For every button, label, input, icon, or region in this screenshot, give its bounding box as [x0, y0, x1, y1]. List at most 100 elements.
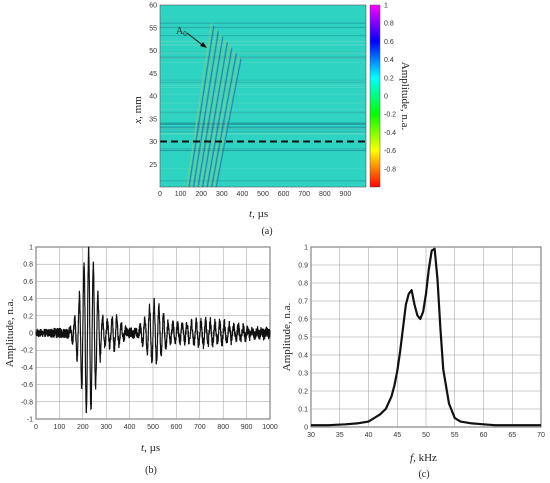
heatmap-row-stripe: [160, 168, 366, 169]
heatmap-row-stripe: [160, 180, 366, 182]
colorbar-tick-label: -0.4: [384, 130, 396, 137]
wavefront-stripe: [208, 50, 235, 188]
heatmap-row-stripe: [160, 123, 366, 125]
b-y-tick-label: 0.6: [23, 279, 33, 286]
wavefront-stripe: [213, 55, 240, 188]
a-y-tick-label: 40: [149, 94, 157, 101]
b-y-tick-label: 1: [29, 245, 33, 252]
wavefront-stripe: [201, 42, 229, 188]
colorbar-tick-labels: 1 0.8 0.6 0.4 0.2 0 -0.2 -0.4 -0.6 -0.8: [384, 3, 396, 174]
panel-c: 30 35 40 45 50 55 60 65 70 1 0.9 0.8 0.7 0.6 0.5 0.4 0.…: [281, 245, 545, 481]
a-x-tick-label: 600: [278, 191, 290, 198]
c-y-tick-label: 0.2: [298, 389, 308, 396]
a-x-tick-label: 100: [175, 191, 187, 198]
c-y-tick-label: 0.8: [298, 281, 308, 288]
heatmap-row-stripe: [160, 148, 366, 150]
c-grid: [310, 246, 542, 428]
caption-b: (b): [145, 465, 157, 476]
c-x-tick-label: 70: [537, 432, 545, 439]
c-y-tick-label: 1: [304, 245, 308, 252]
b-x-tick-label: 600: [171, 424, 183, 431]
b-x-tick-labels: 0 100 200 300 400 500 600 700 800 900 1000: [34, 424, 278, 431]
c-x-tick-label: 40: [365, 432, 373, 439]
a-y-tick-label: 30: [149, 139, 157, 146]
c-y-tick-label: 0.5: [298, 335, 308, 342]
c-y-tick-label: 0: [304, 425, 308, 432]
a-x-tick-label: 400: [237, 191, 249, 198]
colorbar-label: Amplitude, n.a.: [399, 62, 411, 131]
panel-b: 0 100 200 300 400 500 600 700 800 900 1000 1 0.8 0.6…: [4, 245, 278, 477]
a-x-tick-label: 900: [340, 191, 352, 198]
a-y-axis-label: x, mm: [132, 96, 144, 125]
wavefront-stripe: [204, 44, 231, 188]
a-y-tick-label: 50: [149, 48, 157, 55]
colorbar-tick-label: 0.8: [384, 21, 394, 28]
b-y-tick-label: -0.8: [21, 399, 33, 406]
wavefront-stripe: [197, 36, 224, 188]
c-x-tick-label: 60: [480, 432, 488, 439]
wavefront-stripe: [199, 39, 226, 188]
heatmap-row-stripe: [160, 62, 366, 63]
heatmap-frame: [159, 4, 367, 188]
b-x-axis-label: t, µs: [141, 442, 160, 454]
c-x-tick-label: 50: [422, 432, 430, 439]
heatmap-row-stripe: [160, 79, 366, 81]
caption-a: (a): [261, 226, 272, 237]
a-y-tick-label: 55: [149, 25, 157, 32]
c-x-tick-label: 55: [451, 432, 459, 439]
wavefront-stripe: [211, 53, 238, 188]
c-y-tick-label: 0.4: [298, 353, 308, 360]
a-x-tick-labels: 0 100 200 300 400 500 600 700 800 900: [158, 191, 351, 198]
heatmap-row-stripe: [160, 102, 366, 104]
heatmap-row-stripe: [160, 128, 366, 130]
b-y-tick-label: 0.8: [23, 262, 33, 269]
b-x-tick-label: 900: [241, 424, 253, 431]
c-x-tick-label: 30: [307, 432, 315, 439]
heatmap-row-stripe: [160, 126, 366, 128]
b-y-axis-label: Amplitude, n.a.: [4, 299, 16, 368]
caption-c: (c): [418, 469, 429, 480]
colorbar-tick-label: 0: [384, 94, 388, 101]
colorbar-tick-label: -0.6: [384, 148, 396, 155]
b-y-tick-label: -0.4: [21, 365, 33, 372]
heatmap-row-stripe: [160, 127, 366, 129]
c-y-tick-label: 0.9: [298, 263, 308, 270]
a-x-tick-label: 300: [216, 191, 228, 198]
b-y-tick-label: -0.6: [21, 382, 33, 389]
colorbar-tick-label: -0.8: [384, 166, 396, 173]
heatmap-rows: [160, 22, 366, 182]
c-y-tick-labels: 1 0.9 0.8 0.7 0.6 0.5 0.4 0.3 0.2 0.1 0: [298, 245, 308, 432]
b-y-tick-label: 0: [29, 331, 33, 338]
heatmap-row-stripe: [160, 133, 366, 135]
wavefront-stripe: [195, 33, 222, 188]
colorbar-tick-label: 0.6: [384, 39, 394, 46]
heatmap-row-stripe: [160, 22, 366, 24]
a-x-tick-label: 200: [195, 191, 207, 198]
heatmap-row-stripe: [160, 81, 366, 83]
heatmap-row-stripe: [160, 86, 366, 89]
c-y-tick-label: 0.6: [298, 317, 308, 324]
heatmap-row-stripe: [160, 111, 366, 114]
a-x-tick-label: 700: [298, 191, 310, 198]
b-signal-line: [35, 246, 271, 414]
b-y-tick-labels: 1 0.8 0.6 0.4 0.2 0 -0.2 -0.4 -0.6 -0.8 -1: [21, 245, 33, 424]
wavefront-stripe: [215, 58, 242, 188]
colorbar-tick-label: 0.2: [384, 75, 394, 82]
heatmap-row-stripe: [160, 84, 366, 86]
heatmap-row-stripe: [160, 26, 366, 29]
b-x-tick-label: 400: [124, 424, 136, 431]
b-x-tick-label: 300: [100, 424, 112, 431]
c-y-tick-label: 0.1: [298, 407, 308, 414]
c-y-axis-label: Amplitude, n.a.: [281, 303, 293, 372]
colorbar: [369, 4, 381, 188]
heatmap-wavefront: [186, 23, 242, 188]
wavefront-stripe: [206, 47, 233, 188]
a-y-tick-label: 35: [149, 116, 157, 123]
c-y-tick-label: 0.7: [298, 299, 308, 306]
a-y-tick-label: 60: [149, 3, 157, 10]
heatmap-row-stripe: [160, 108, 366, 110]
b-x-tick-label: 0: [34, 424, 38, 431]
heatmap-row-stripe: [160, 44, 366, 46]
heatmap-row-stripe: [160, 52, 366, 54]
a-x-tick-label: 800: [319, 191, 331, 198]
